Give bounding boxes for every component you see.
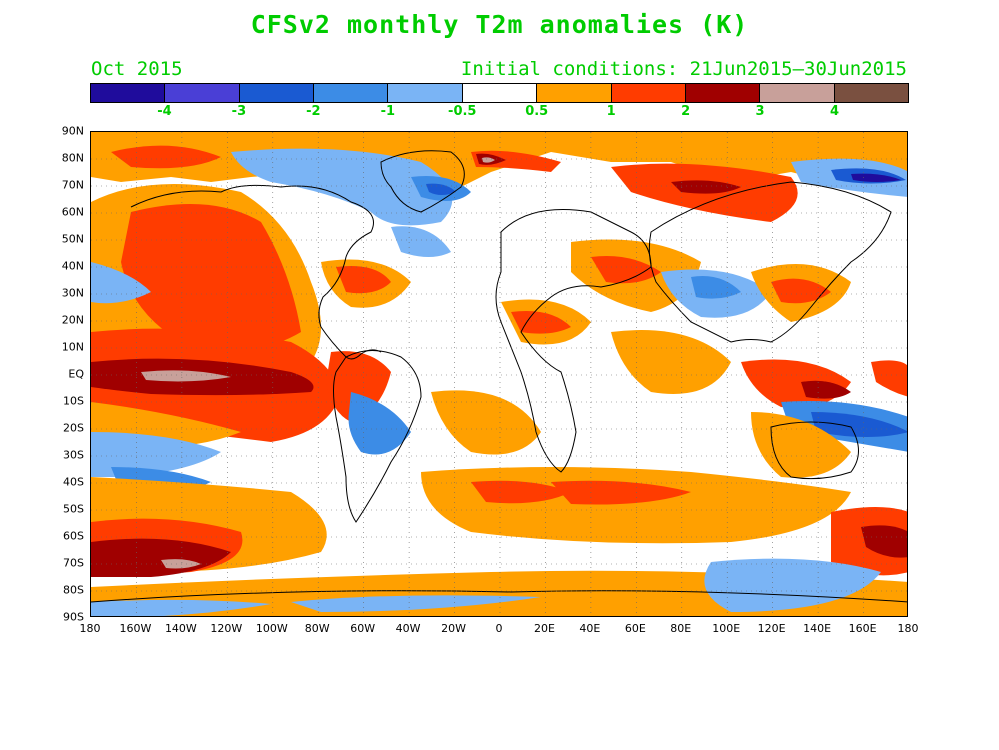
longitude-label: 100E <box>712 622 741 635</box>
latitude-label: 80S <box>63 583 84 597</box>
longitude-label: 80W <box>304 622 330 635</box>
colorbar-label: 2 <box>681 104 691 119</box>
latitude-label: 70N <box>61 178 84 192</box>
latitude-label: 60S <box>63 529 84 543</box>
color-legend-bar <box>90 83 909 103</box>
colorbar-label: 1 <box>606 104 616 119</box>
longitude-label: 140E <box>803 622 832 635</box>
initial-conditions: Initial conditions: 21Jun2015–30Jun2015 <box>460 58 907 80</box>
latitude-label: 50N <box>61 232 84 246</box>
longitude-label: 20E <box>533 622 555 635</box>
coastlines <box>91 150 907 603</box>
colorbar-segment <box>91 84 166 102</box>
longitude-label: 40E <box>579 622 601 635</box>
longitude-label: 60E <box>624 622 646 635</box>
longitude-label: 60W <box>350 622 376 635</box>
latitude-label: 20N <box>61 313 84 327</box>
colorbar-segment <box>388 84 463 102</box>
colorbar-label: 0.5 <box>525 104 549 119</box>
colorbar-label: 3 <box>755 104 765 119</box>
latitude-label: 90S <box>63 610 84 624</box>
anomaly-fields <box>91 132 907 616</box>
longitude-label: 180 <box>79 622 101 635</box>
colorbar-segment <box>314 84 389 102</box>
colorbar-segment <box>760 84 835 102</box>
colorbar-label: -4 <box>157 104 172 119</box>
colorbar-segment <box>165 84 240 102</box>
latitude-label: 30N <box>61 286 84 300</box>
longitude-label: 100W <box>255 622 288 635</box>
latitude-label: EQ <box>68 367 84 381</box>
latitude-label: 60N <box>61 205 84 219</box>
longitude-label: 120W <box>210 622 243 635</box>
longitude-label: 160W <box>119 622 152 635</box>
colorbar-label: -1 <box>380 104 396 119</box>
colorbar-segment <box>462 84 538 102</box>
latitude-label: 50S <box>63 502 84 516</box>
latitude-label: 90N <box>61 124 84 138</box>
colorbar-segment <box>239 84 315 102</box>
latitude-label: 40N <box>61 259 84 273</box>
longitude-label: 180 <box>897 622 919 635</box>
colorbar-label: -0.5 <box>448 104 477 119</box>
longitude-label: 20W <box>441 622 466 635</box>
longitude-label: 80E <box>670 622 692 635</box>
colorbar-segment <box>685 84 761 102</box>
colorbar-segment <box>537 84 612 102</box>
anomaly-map <box>90 131 908 617</box>
map-gridlines <box>91 132 907 616</box>
latitude-label: 70S <box>63 556 84 570</box>
color-legend-labels: -4 -3 -2 -1 -0.5 0.5 1 2 3 4 <box>90 104 909 120</box>
longitude-label: 120E <box>757 622 786 635</box>
longitude-label: 140W <box>164 622 197 635</box>
longitude-label: 160E <box>848 622 877 635</box>
latitude-label: 10N <box>61 340 84 354</box>
colorbar-label: -2 <box>306 104 321 119</box>
latitude-label: 30S <box>63 448 84 462</box>
valid-month: Oct 2015 <box>91 58 183 80</box>
latitude-label: 40S <box>63 475 84 489</box>
latitude-label: 10S <box>63 394 84 408</box>
latitude-label: 20S <box>63 421 84 435</box>
map-title: CFSv2 monthly T2m anomalies (K) <box>250 10 749 39</box>
latitude-label: 80N <box>61 151 84 165</box>
colorbar-label: 4 <box>830 104 840 119</box>
colorbar-label: -3 <box>231 104 247 119</box>
longitude-label: 40W <box>395 622 421 635</box>
colorbar-segment <box>834 84 908 102</box>
longitude-label: 0 <box>495 622 503 635</box>
anomaly-map-svg <box>91 132 907 616</box>
colorbar-segment <box>611 84 686 102</box>
